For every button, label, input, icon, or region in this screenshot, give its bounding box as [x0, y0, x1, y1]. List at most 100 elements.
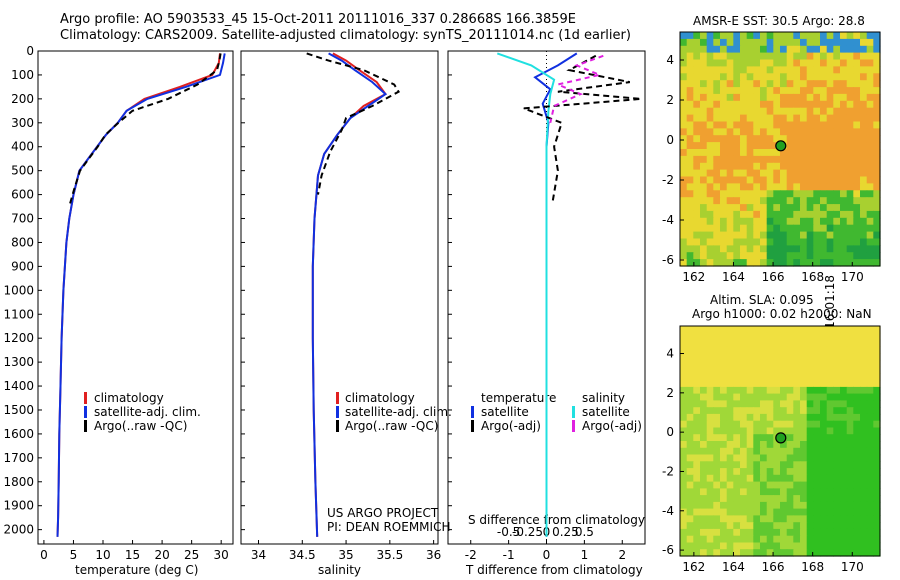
depth-tick-label: 1600 [3, 427, 34, 441]
map-cell-sst_map [860, 38, 868, 47]
map-cell-sst_map [793, 59, 801, 67]
map-cell-sst_map [793, 73, 801, 81]
map-cell-sst_map [706, 224, 714, 233]
map-cell-sla_map [826, 447, 834, 456]
map-cell-sst_map [733, 155, 741, 164]
map-cell-sst_map [873, 162, 881, 171]
map-cell-sst_map [793, 176, 801, 184]
map-cell-sla_map [753, 528, 761, 537]
map-cell-sla_map [706, 359, 714, 368]
map-cell-sst_map [726, 135, 734, 143]
map-cell-sst_map [846, 66, 854, 74]
map-cell-sst_map [813, 45, 821, 54]
map-cell-sst_map [680, 87, 688, 95]
map-cell-sst_map [833, 93, 841, 102]
map-x-tick-label: 166 [762, 560, 785, 574]
map-cell-sla_map [833, 359, 841, 368]
map-cell-sst_map [686, 52, 694, 61]
map-cell-sla_map [680, 420, 688, 429]
map-cell-sla_map [753, 332, 761, 341]
map-cell-sla_map [780, 461, 788, 469]
map-cell-sst_map [820, 169, 828, 178]
map-cell-sst_map [733, 231, 741, 240]
map-cell-sst_map [780, 217, 788, 226]
map-cell-sla_map [760, 542, 768, 550]
map-cell-sst_map [766, 231, 774, 240]
map-cell-sla_map [733, 400, 741, 408]
map-cell-sst_map [786, 32, 794, 40]
map-cell-sla_map [806, 535, 814, 544]
map-cell-sla_map [833, 488, 841, 496]
map-cell-sst_map [746, 66, 754, 74]
map-cell-sla_map [873, 522, 881, 530]
map-cell-sla_map [860, 427, 868, 435]
map-cell-sst_map [860, 252, 868, 260]
figure-title-line2: Climatology: CARS2009. Satellite-adjuste… [60, 28, 631, 43]
map-cell-sla_map [873, 427, 881, 435]
map-cell-sla_map [780, 468, 788, 476]
map-cell-sla_map [806, 407, 814, 415]
map-cell-sla_map [686, 441, 694, 449]
map-cell-sst_map [706, 107, 714, 116]
map-cell-sla_map [853, 535, 861, 544]
map-cell-sla_map [760, 332, 768, 341]
map-cell-sla_map [833, 380, 841, 388]
map-cell-sla_map [866, 515, 874, 523]
map-cell-sla_map [866, 542, 874, 550]
map-cell-sst_map [806, 107, 814, 116]
map-cell-sla_map [740, 326, 748, 334]
map-cell-sla_map [706, 353, 714, 361]
map-cell-sst_map [780, 210, 788, 219]
map-cell-sla_map [720, 542, 728, 550]
map-cell-sst_map [746, 52, 754, 61]
map-cell-sst_map [846, 59, 854, 67]
map-cell-sst_map [766, 197, 774, 205]
map-cell-sla_map [706, 549, 714, 557]
map-cell-sst_map [846, 114, 854, 123]
map-cell-sst_map [760, 93, 768, 102]
map-cell-sla_map [693, 528, 701, 537]
map-cell-sla_map [833, 522, 841, 530]
map-cell-sst_map [686, 204, 694, 212]
map-cell-sst_map [766, 238, 774, 246]
map-cell-sla_map [693, 346, 701, 354]
map-cell-sla_map [786, 495, 794, 503]
x-tick-label: 15 [125, 548, 140, 562]
map-cell-sla_map [680, 427, 688, 435]
map-cell-sla_map [746, 542, 754, 550]
map-cell-sla_map [773, 501, 781, 510]
map-cell-sst_map [726, 210, 734, 219]
map-cell-sst_map [680, 197, 688, 205]
map-cell-sst_map [800, 80, 808, 88]
map-cell-sla_map [713, 339, 721, 347]
map-cell-sla_map [833, 400, 841, 408]
map-cell-sla_map [866, 359, 874, 368]
map-cell-sst_map [766, 59, 774, 67]
map-cell-sla_map [693, 353, 701, 361]
map-cell-sst_map [733, 45, 741, 54]
map-cell-sla_map [780, 359, 788, 368]
map-cell-sst_map [753, 100, 761, 109]
map-cell-sst_map [706, 259, 714, 267]
map-cell-sla_map [766, 427, 774, 435]
map-cell-sst_map [780, 121, 788, 129]
map-cell-sst_map [746, 155, 754, 164]
map-cell-sla_map [733, 353, 741, 361]
map-cell-sla_map [833, 468, 841, 476]
map-cell-sst_map [713, 245, 721, 253]
map-cell-sst_map [760, 210, 768, 219]
map-cell-sst_map [833, 224, 841, 233]
map-cell-sst_map [700, 114, 708, 123]
temp-legend-clim-swatch [84, 392, 87, 404]
map-cell-sst_map [840, 169, 848, 178]
map-cell-sla_map [746, 393, 754, 401]
map-cell-sla_map [800, 522, 808, 530]
map-cell-sla_map [766, 386, 774, 395]
map-cell-sst_map [726, 245, 734, 253]
map-cell-sst_map [793, 100, 801, 109]
map-cell-sla_map [813, 528, 821, 537]
x-tick-label: 30 [214, 548, 229, 562]
map-cell-sst_map [806, 128, 814, 136]
map-cell-sst_map [793, 204, 801, 212]
map-y-tick-label: -4 [662, 213, 674, 227]
